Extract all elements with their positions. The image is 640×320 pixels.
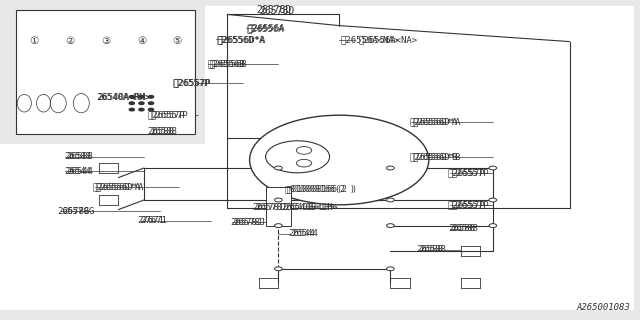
Circle shape	[275, 166, 282, 170]
Text: ⑤26557P: ⑤26557P	[451, 168, 489, 177]
Text: ⑤26557P: ⑤26557P	[451, 200, 489, 209]
Circle shape	[387, 198, 394, 202]
Text: 26544: 26544	[288, 229, 315, 238]
Circle shape	[139, 102, 144, 104]
Text: ①26556D*A: ①26556D*A	[218, 36, 266, 44]
Circle shape	[387, 267, 394, 271]
Circle shape	[129, 108, 134, 111]
Text: 26578J: 26578J	[234, 218, 266, 227]
Text: 26544: 26544	[67, 167, 93, 176]
Text: 26578I: 26578I	[253, 204, 285, 212]
Text: ①26556D*A: ①26556D*A	[412, 117, 461, 126]
Text: 26588: 26588	[416, 245, 443, 254]
Text: Ⓑ010008166(2 ): Ⓑ010008166(2 )	[287, 184, 357, 193]
Text: 26578J: 26578J	[230, 218, 262, 227]
Circle shape	[148, 102, 154, 104]
Circle shape	[387, 224, 394, 228]
Circle shape	[296, 147, 312, 154]
Text: ⑤: ⑤	[173, 36, 182, 46]
Text: 26578G: 26578G	[58, 207, 90, 216]
Circle shape	[148, 108, 154, 111]
Text: 26578G: 26578G	[62, 207, 94, 216]
Text: ①26556D*A: ①26556D*A	[410, 117, 458, 126]
Text: 26578I: 26578I	[255, 204, 287, 212]
Text: ⑤26557P: ⑤26557P	[150, 111, 188, 120]
Text: ④26556B: ④26556B	[209, 60, 247, 68]
Text: ③26556A: ③26556A	[246, 24, 284, 33]
Text: ①26556D*A: ①26556D*A	[93, 183, 141, 192]
Circle shape	[275, 224, 282, 228]
Text: 26540A<RH>: 26540A<RH>	[96, 93, 150, 102]
Text: ④: ④	[137, 36, 146, 46]
Text: ③: ③	[101, 36, 110, 46]
Bar	[16, 10, 195, 134]
Text: ①26556D*A: ①26556D*A	[216, 35, 265, 44]
Circle shape	[266, 141, 330, 173]
Text: ①: ①	[29, 36, 38, 46]
Circle shape	[148, 95, 154, 98]
Text: 26544: 26544	[64, 167, 91, 176]
Text: 26588: 26588	[67, 152, 93, 161]
Text: 26588: 26588	[419, 245, 446, 254]
Text: 26578D: 26578D	[259, 6, 294, 16]
Text: ③26556A<NA>: ③26556A<NA>	[358, 36, 417, 44]
Text: 26540A<RH>: 26540A<RH>	[97, 93, 151, 102]
Text: 26544: 26544	[291, 229, 318, 238]
Text: 26578D: 26578D	[256, 5, 291, 15]
Bar	[205, 6, 634, 310]
Text: Ⓑ010008166(2 ): Ⓑ010008166(2 )	[285, 184, 355, 193]
Circle shape	[129, 95, 134, 98]
Text: A265001083: A265001083	[577, 303, 630, 312]
Circle shape	[139, 95, 144, 98]
Text: ⑤26557P: ⑤26557P	[173, 79, 211, 88]
Text: 27671: 27671	[141, 216, 168, 225]
Circle shape	[275, 198, 282, 202]
Bar	[266, 187, 291, 226]
Circle shape	[489, 224, 497, 228]
Text: ③26556A: ③26556A	[247, 24, 285, 33]
Text: ⑤26557P: ⑤26557P	[147, 111, 185, 120]
Circle shape	[387, 166, 394, 170]
Text: 26588: 26588	[448, 224, 475, 233]
Text: ①26556D*A: ①26556D*A	[96, 183, 145, 192]
Text: 26540B<LH>: 26540B<LH>	[284, 204, 338, 212]
Circle shape	[129, 102, 134, 104]
Text: 26588: 26588	[147, 127, 174, 136]
Text: ②26556D*B: ②26556D*B	[412, 152, 461, 161]
Text: ②26556D*B: ②26556D*B	[410, 152, 458, 161]
Text: ④26556B: ④26556B	[208, 60, 246, 68]
Text: 26588: 26588	[451, 224, 478, 233]
Text: ②: ②	[65, 36, 74, 46]
Circle shape	[139, 108, 144, 111]
Text: 27671: 27671	[138, 216, 164, 225]
Text: ⑤26557P: ⑤26557P	[448, 200, 486, 209]
Text: ③26556A<NA>: ③26556A<NA>	[340, 36, 399, 44]
Text: ⑤26557P: ⑤26557P	[173, 79, 211, 88]
Bar	[0, 144, 205, 310]
Text: ⑤26557P: ⑤26557P	[448, 168, 486, 177]
Circle shape	[275, 267, 282, 271]
Circle shape	[250, 115, 429, 205]
Text: 26588: 26588	[150, 127, 177, 136]
Text: 26588: 26588	[64, 152, 91, 161]
Text: 26540B<LH>: 26540B<LH>	[282, 204, 335, 212]
Circle shape	[489, 166, 497, 170]
Circle shape	[489, 198, 497, 202]
Circle shape	[296, 159, 312, 167]
